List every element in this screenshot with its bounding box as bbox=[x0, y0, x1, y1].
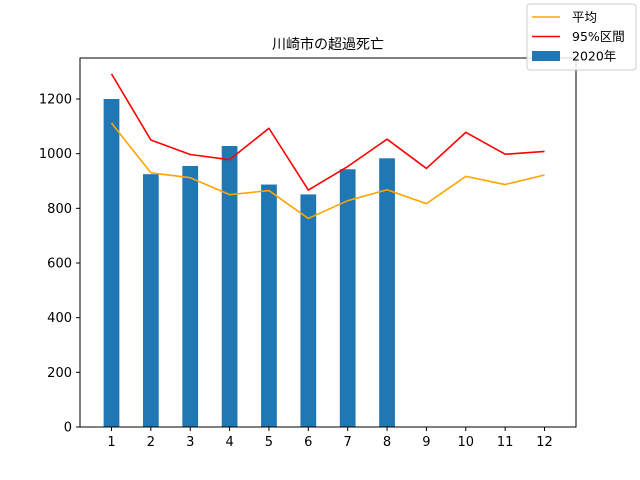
x-tick-label: 11 bbox=[497, 435, 514, 450]
bar-2020-month-8 bbox=[379, 158, 395, 427]
legend: 平均 95%区間 2020年 bbox=[526, 3, 637, 71]
x-tick-label: 7 bbox=[344, 435, 352, 450]
y-tick-label: 800 bbox=[47, 202, 72, 217]
y-tick-label: 600 bbox=[47, 257, 72, 272]
x-tick-label: 6 bbox=[304, 435, 312, 450]
x-tick-label: 5 bbox=[265, 435, 273, 450]
y-tick-label: 1000 bbox=[39, 147, 72, 162]
x-tick-label: 2 bbox=[147, 435, 155, 450]
x-tick-label: 10 bbox=[458, 435, 475, 450]
chart-title: 川崎市の超過死亡 bbox=[272, 36, 384, 53]
legend-label: 95%区間 bbox=[572, 29, 625, 44]
bar-2020-month-5 bbox=[261, 184, 277, 427]
x-tick-label: 12 bbox=[536, 435, 553, 450]
y-tick-label: 200 bbox=[47, 366, 72, 381]
y-tick-label: 400 bbox=[47, 311, 72, 326]
bar-2020-month-1 bbox=[103, 99, 120, 427]
legend-swatch-bar bbox=[532, 51, 560, 61]
x-tick-label: 8 bbox=[383, 435, 391, 450]
x-tick-label: 4 bbox=[225, 435, 233, 450]
bar-2020-month-4 bbox=[221, 146, 238, 427]
bar-2020-month-2 bbox=[142, 174, 159, 427]
legend-label: 平均 bbox=[572, 10, 597, 25]
bar-2020-month-3 bbox=[182, 165, 199, 427]
plot-frame bbox=[79, 57, 577, 428]
line-series-ci95 bbox=[110, 73, 545, 191]
y-tick-label: 0 bbox=[64, 421, 72, 436]
y-axis: 0 200 400 600 800 1000 1200 bbox=[39, 93, 80, 436]
x-tick-label: 1 bbox=[107, 435, 115, 450]
bar-2020-month-6 bbox=[300, 194, 317, 427]
plot-area bbox=[103, 73, 545, 427]
x-axis: 1 2 3 4 5 6 7 8 9 10 11 12 bbox=[107, 427, 553, 450]
bar-2020-month-7 bbox=[339, 169, 356, 427]
x-tick-label: 9 bbox=[422, 435, 430, 450]
x-tick-label: 3 bbox=[186, 435, 194, 450]
line-series-average bbox=[110, 122, 545, 220]
y-tick-label: 1200 bbox=[39, 93, 72, 108]
legend-label: 2020年 bbox=[572, 49, 616, 64]
